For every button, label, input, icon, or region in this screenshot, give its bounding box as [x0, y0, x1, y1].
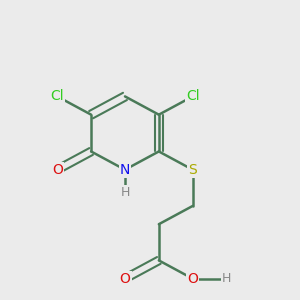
Text: O: O	[119, 272, 130, 286]
Text: N: N	[120, 163, 130, 177]
Text: O: O	[187, 272, 198, 286]
Text: H: H	[120, 186, 130, 199]
Text: H: H	[222, 272, 231, 285]
Text: S: S	[188, 163, 197, 177]
Text: Cl: Cl	[50, 89, 64, 103]
Text: O: O	[52, 163, 63, 177]
Text: Cl: Cl	[186, 89, 200, 103]
